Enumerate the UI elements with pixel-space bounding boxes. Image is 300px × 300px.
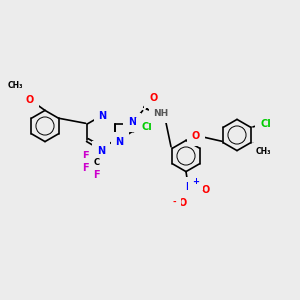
Text: CH₃: CH₃ — [255, 147, 271, 156]
Text: Cl: Cl — [260, 118, 271, 129]
Text: N: N — [97, 146, 105, 156]
Text: O: O — [192, 131, 200, 141]
Text: N: N — [185, 182, 193, 192]
Text: O: O — [149, 93, 158, 103]
Text: C: C — [94, 158, 100, 167]
Text: +: + — [192, 177, 199, 186]
Text: N: N — [116, 136, 124, 147]
Text: F: F — [82, 163, 89, 173]
Text: F: F — [82, 151, 89, 161]
Text: NH: NH — [153, 109, 168, 118]
Text: O: O — [178, 198, 187, 208]
Text: N: N — [98, 111, 107, 121]
Text: O: O — [26, 95, 34, 105]
Text: -: - — [173, 198, 176, 207]
Text: N: N — [128, 117, 136, 128]
Text: O: O — [201, 184, 210, 195]
Text: Cl: Cl — [141, 122, 152, 133]
Text: F: F — [94, 170, 100, 180]
Text: CH₃: CH₃ — [8, 81, 23, 90]
